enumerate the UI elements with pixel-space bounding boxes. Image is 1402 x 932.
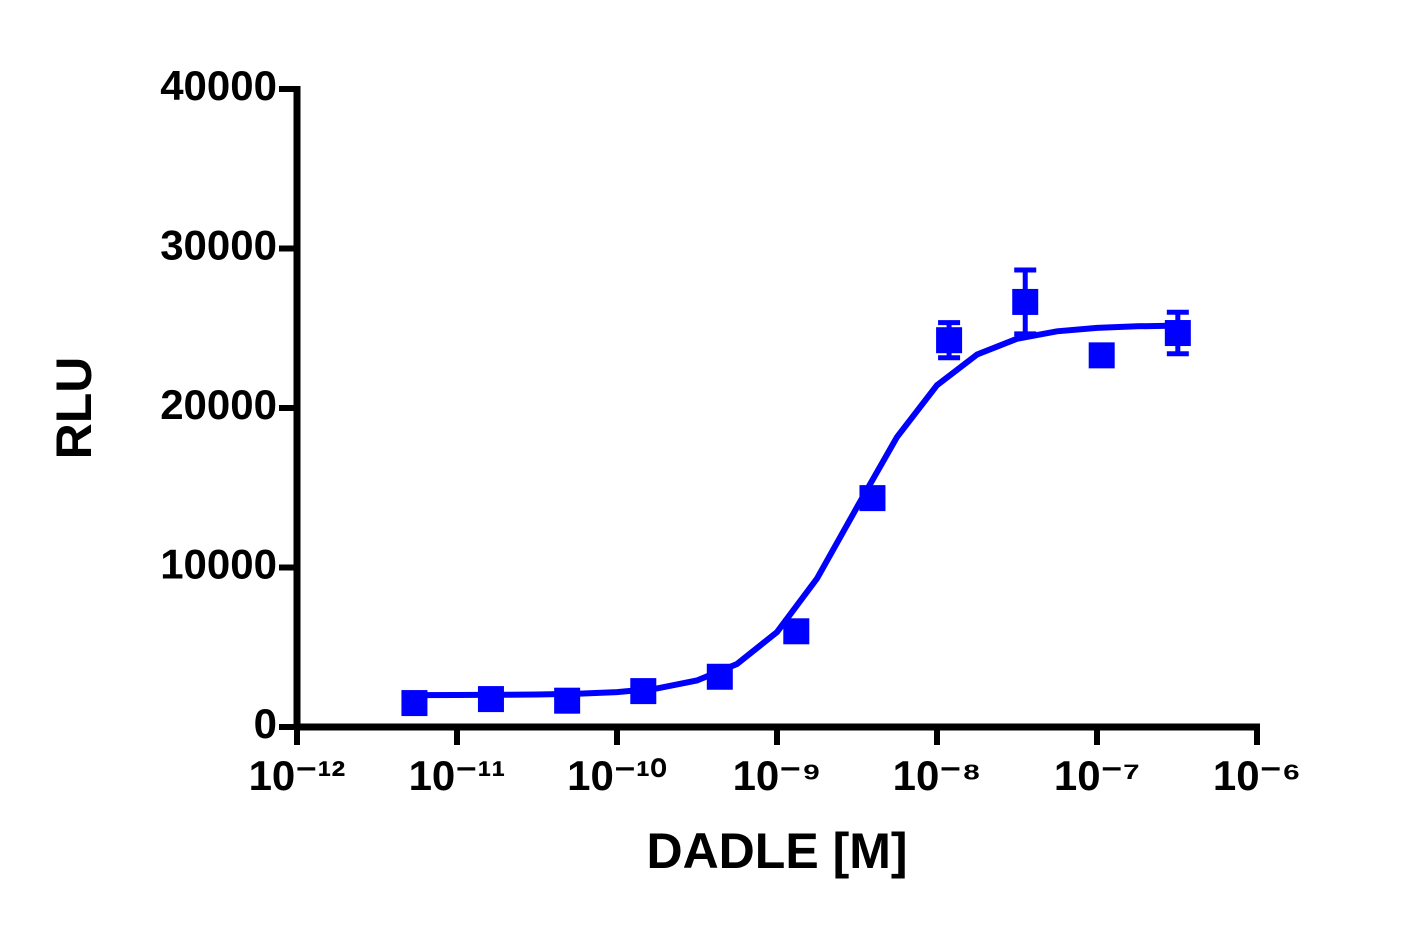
data-point — [1012, 288, 1039, 315]
data-point — [783, 618, 810, 645]
x-tick-label: 10⁻⁶ — [1213, 752, 1301, 799]
y-tick-label: 30000 — [160, 222, 277, 269]
y-tick-label: 40000 — [160, 62, 277, 109]
x-tick-label: 10⁻⁹ — [733, 752, 822, 799]
data-point — [1164, 320, 1191, 347]
x-tick-label: 10⁻¹² — [249, 752, 346, 799]
y-axis-label: RLU — [46, 357, 102, 460]
data-point — [554, 687, 581, 714]
data-point — [477, 686, 504, 713]
data-point — [706, 663, 733, 690]
data-point — [1088, 342, 1115, 369]
x-tick-label: 10⁻¹¹ — [409, 752, 506, 799]
y-tick-label: 10000 — [160, 541, 277, 588]
data-point — [859, 485, 886, 512]
x-tick-label: 10⁻¹⁰ — [567, 752, 667, 799]
data-point — [401, 690, 428, 717]
y-tick-label: 20000 — [160, 381, 277, 428]
data-point — [936, 327, 963, 354]
fit-curve — [416, 322, 1177, 699]
data-point — [630, 678, 657, 705]
x-tick-label: 10⁻⁸ — [893, 752, 982, 799]
x-axis-label: DADLE [M] — [646, 823, 907, 879]
x-tick-label: 10⁻⁷ — [1054, 752, 1140, 799]
y-tick-label: 0 — [254, 700, 277, 747]
